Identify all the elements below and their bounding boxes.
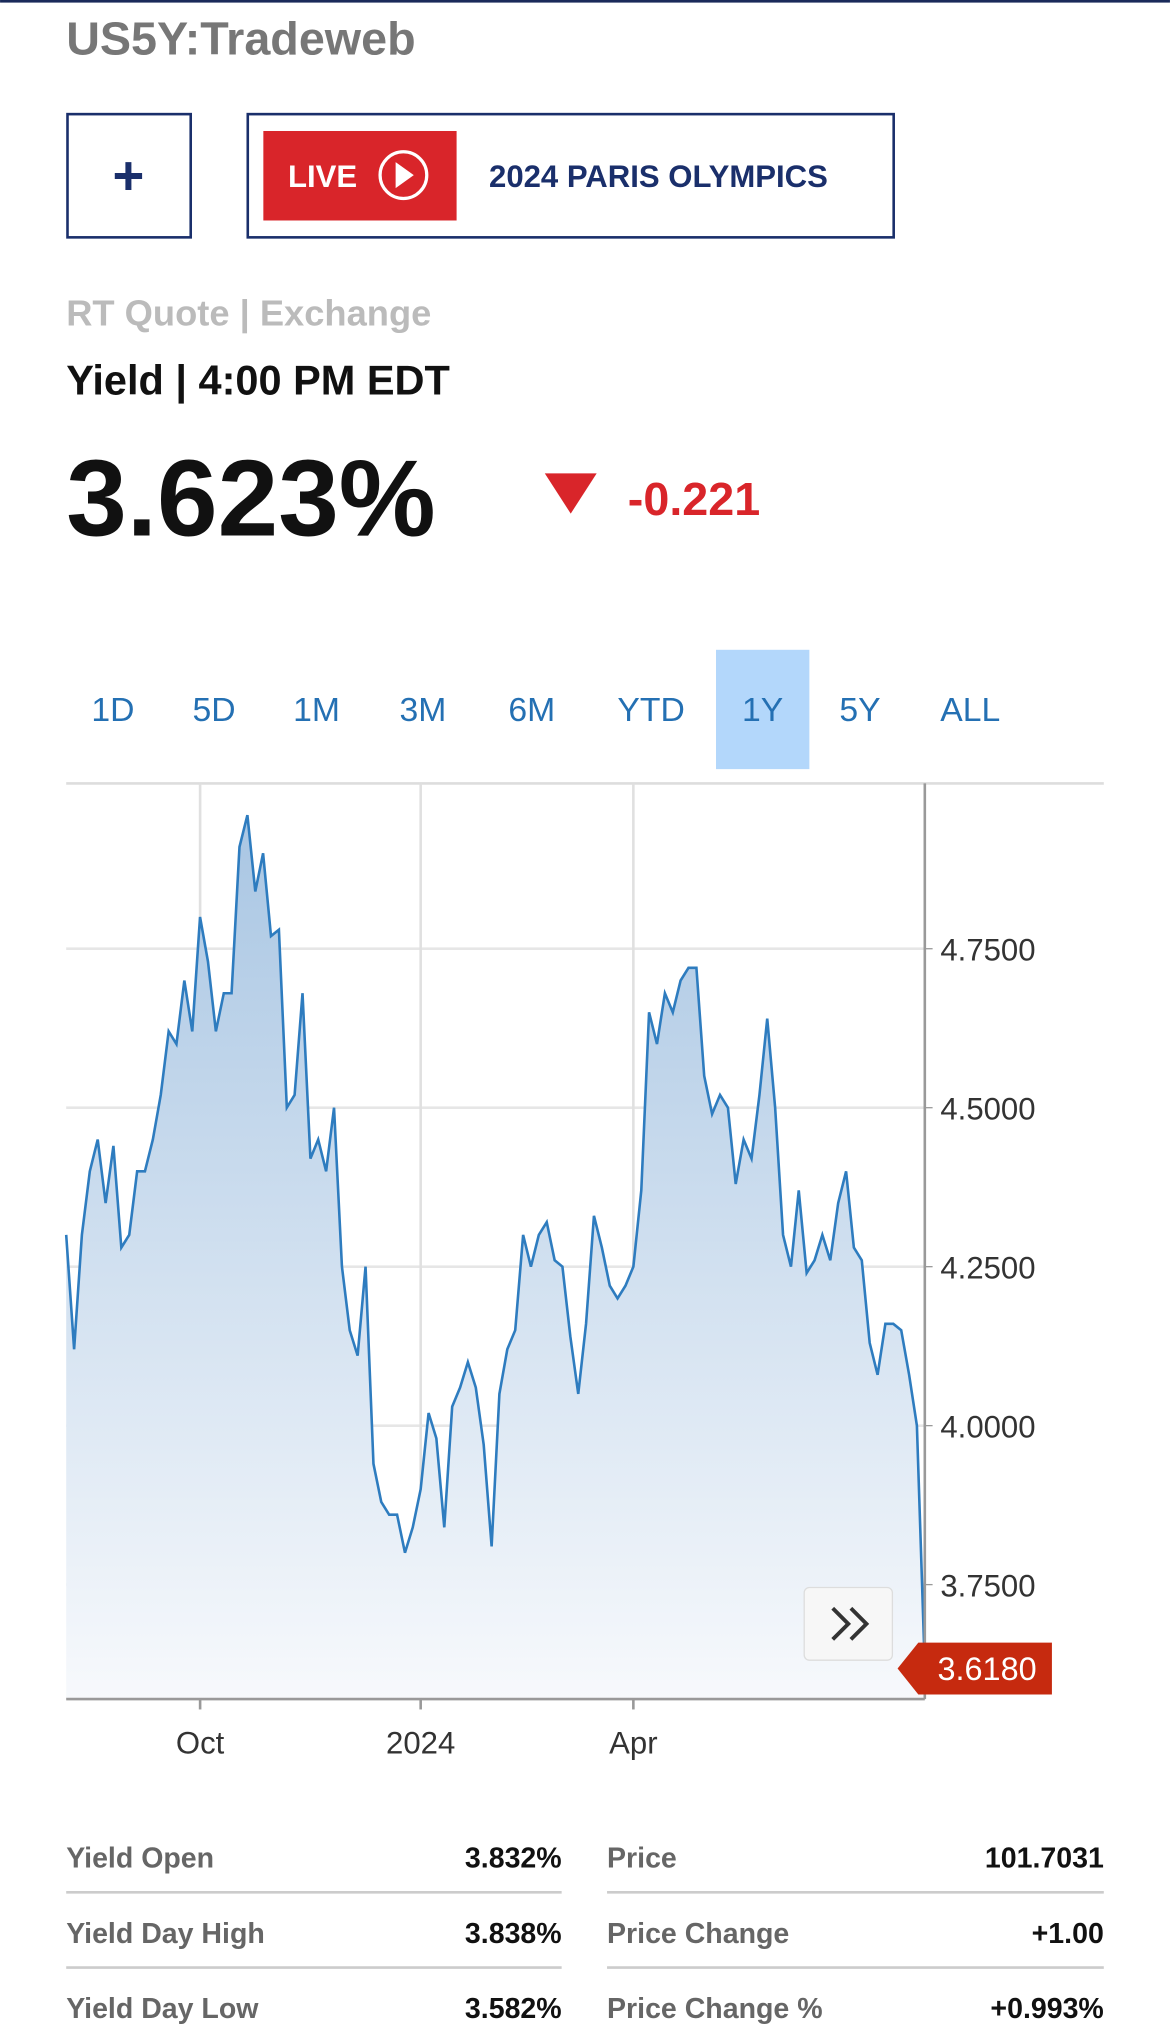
area-fill bbox=[66, 815, 925, 1700]
x-tick-label: 2024 bbox=[386, 1726, 455, 1761]
stat-label: Price Change % bbox=[607, 1993, 823, 2025]
quote-source: RT Quote | Exchange bbox=[66, 293, 431, 335]
range-tab[interactable]: 1Y bbox=[715, 649, 810, 770]
stat-label: Price Change bbox=[607, 1918, 789, 1950]
down-arrow bbox=[544, 473, 597, 514]
stat-label: Yield Day Low bbox=[66, 1993, 259, 2025]
quote-label: Yield | 4:00 PM EDT bbox=[66, 356, 450, 403]
stat-value: +1.00 bbox=[1032, 1918, 1104, 1950]
plus: + bbox=[113, 146, 145, 207]
last-value-tag bbox=[897, 1642, 1052, 1695]
range-tab-label: ALL bbox=[940, 691, 1000, 729]
range-tab[interactable]: 1D bbox=[91, 691, 134, 729]
range-tab[interactable]: 5Y bbox=[839, 691, 880, 729]
range-tab[interactable]: 5D bbox=[193, 691, 236, 729]
range-tab[interactable]: ALL bbox=[940, 691, 1000, 729]
line bbox=[64, 814, 927, 1669]
live-badge: LIVE bbox=[288, 159, 357, 194]
quote-value: 3.623% bbox=[66, 438, 435, 560]
top-border bbox=[0, 0, 1170, 3]
y-tick-label: 4.2500 bbox=[940, 1250, 1035, 1285]
range-tab[interactable]: 1M bbox=[293, 691, 340, 729]
range-tab-label: YTD bbox=[617, 691, 684, 729]
range-tab-label: 5D bbox=[193, 691, 236, 729]
last-value-label: 3.6180 bbox=[938, 1651, 1037, 1687]
stat-label: Yield Open bbox=[66, 1843, 214, 1875]
y-tick-label: 3.7500 bbox=[940, 1568, 1035, 1603]
quote-change: -0.221 bbox=[628, 473, 760, 525]
range-tab-label: 5Y bbox=[839, 691, 880, 729]
range-tab[interactable]: YTD bbox=[617, 691, 684, 729]
range-tab-label: 1Y bbox=[742, 691, 783, 729]
stat-value: 3.832% bbox=[465, 1843, 562, 1875]
symbol: US5Y:Tradeweb bbox=[66, 12, 415, 64]
active-tab-bg bbox=[715, 649, 810, 770]
range-tab-label: 1M bbox=[293, 691, 340, 729]
x-tick-label: Apr bbox=[609, 1726, 657, 1761]
stat-label: Price bbox=[607, 1843, 677, 1875]
x-tick-label: Oct bbox=[176, 1726, 225, 1761]
range-tab-label: 3M bbox=[399, 691, 446, 729]
y-tick-label: 4.7500 bbox=[940, 932, 1035, 967]
y-tick-label: 4.5000 bbox=[940, 1091, 1035, 1126]
range-tabs: 1D 5D 1M 3M 6M YTD 1Y 5Y ALL bbox=[91, 649, 1000, 770]
stats-table: Yield Open 3.832% Price 101.7031 Yield Day H… bbox=[66, 1843, 1104, 2025]
chart: 3.7500 4.0000 4.2500 4.5000 4.7500 Oct 2024 Apr… bbox=[64, 782, 1104, 1761]
stat-value: 3.582% bbox=[465, 1993, 562, 2025]
range-tab[interactable]: 6M bbox=[508, 691, 555, 729]
add-button[interactable]: + bbox=[66, 112, 193, 239]
range-tab-label: 6M bbox=[508, 691, 555, 729]
stat-value: 3.838% bbox=[465, 1918, 562, 1950]
banner-text: 2024 PARIS OLYMPICS bbox=[489, 159, 828, 194]
stat-label: Yield Day High bbox=[66, 1918, 265, 1950]
expand-button[interactable] bbox=[803, 1586, 894, 1661]
olympics-banner[interactable]: LIVE 2024 PARIS OLYMPICS bbox=[246, 112, 895, 239]
range-tab[interactable]: 3M bbox=[399, 691, 446, 729]
stat-value: +0.993% bbox=[990, 1993, 1103, 2025]
stat-value: 101.7031 bbox=[985, 1843, 1104, 1875]
range-tab-label: 1D bbox=[91, 691, 134, 729]
y-tick-label: 4.0000 bbox=[940, 1409, 1035, 1444]
